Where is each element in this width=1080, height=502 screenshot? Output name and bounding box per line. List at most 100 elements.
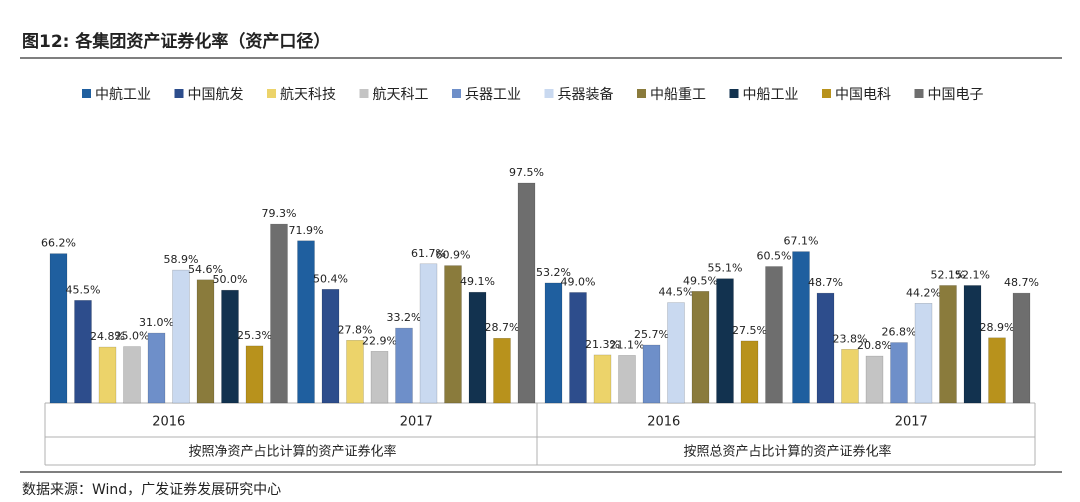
data-label: 49.5%	[683, 274, 718, 287]
bar	[816, 292, 835, 404]
data-label: 25.7%	[634, 328, 669, 341]
data-label: 79.3%	[262, 207, 297, 220]
legend-swatch	[914, 89, 924, 98]
legend-swatch	[82, 89, 91, 98]
data-label: 31.0%	[139, 316, 174, 329]
data-label: 55.1%	[708, 262, 743, 275]
bar	[1012, 292, 1031, 404]
x-tick-label: 2017	[895, 415, 928, 430]
data-label: 28.9%	[980, 321, 1015, 334]
legend-swatch	[729, 89, 739, 98]
legend-label: 中国航发	[188, 87, 244, 103]
legend-swatch	[359, 89, 369, 98]
bar	[98, 346, 117, 404]
bar	[740, 340, 759, 404]
data-label: 52.1%	[931, 268, 966, 281]
bar	[716, 278, 734, 404]
bar	[468, 291, 487, 404]
data-label: 21.1%	[610, 338, 645, 351]
legend-swatch	[174, 89, 184, 98]
data-label: 58.9%	[164, 253, 199, 266]
group-label: 按照总资产占比计算的资产证券化率	[683, 444, 891, 460]
legend-label: 中国电子	[928, 87, 984, 103]
bar	[221, 289, 239, 404]
bar	[642, 344, 661, 404]
bar	[395, 327, 413, 404]
bar	[196, 279, 215, 404]
bar	[147, 332, 166, 404]
data-label: 21.3%	[585, 338, 620, 351]
bar	[963, 285, 982, 404]
data-label: 27.8%	[338, 323, 373, 336]
data-label: 60.5%	[757, 249, 792, 262]
bar	[74, 300, 92, 404]
bar	[517, 182, 536, 404]
bar	[890, 342, 908, 404]
data-label: 49.1%	[460, 275, 495, 288]
source-note: 数据来源：Wind，广发证券发展研究中心	[22, 482, 281, 498]
legend-swatch	[452, 89, 461, 98]
bar	[667, 302, 685, 404]
data-label: 48.7%	[808, 276, 843, 289]
data-label: 60.9%	[436, 249, 471, 262]
legend-label: 兵器工业	[465, 87, 521, 103]
bar	[765, 266, 783, 404]
data-label: 66.2%	[41, 237, 76, 250]
bar	[321, 289, 340, 404]
data-label: 71.9%	[289, 224, 324, 237]
bar	[593, 354, 612, 404]
x-tick-label: 2016	[647, 415, 680, 430]
bar	[172, 269, 190, 404]
data-label: 25.3%	[237, 329, 272, 342]
legend-swatch	[544, 89, 554, 98]
data-label: 33.2%	[387, 311, 422, 324]
data-label: 22.9%	[362, 334, 397, 347]
data-label: 44.2%	[906, 286, 941, 299]
bar	[49, 253, 68, 404]
bar	[245, 345, 264, 404]
bar	[444, 265, 462, 404]
x-tick-label: 2017	[400, 415, 433, 430]
data-label: 97.5%	[509, 166, 544, 179]
legend-label: 中航工业	[95, 87, 151, 103]
data-label: 61.7%	[411, 247, 446, 260]
bar	[792, 251, 810, 404]
data-label: 54.6%	[188, 263, 223, 276]
bar	[493, 337, 511, 404]
legend-label: 航天科工	[373, 87, 429, 103]
bar	[270, 223, 288, 404]
data-label: 49.0%	[561, 275, 596, 288]
legend-label: 中船工业	[743, 87, 799, 103]
bar	[841, 349, 859, 404]
data-label: 23.8%	[833, 332, 868, 345]
bar	[346, 340, 364, 404]
legend-label: 兵器装备	[558, 86, 614, 103]
bar	[865, 355, 884, 404]
bar	[988, 337, 1006, 404]
bar	[569, 292, 587, 404]
data-label: 52.1%	[955, 268, 990, 281]
data-label: 48.7%	[1004, 276, 1039, 289]
data-label: 24.8%	[90, 330, 125, 343]
bar	[297, 240, 315, 404]
legend-swatch	[637, 89, 646, 98]
data-label: 53.2%	[536, 266, 571, 279]
data-label: 26.8%	[882, 326, 917, 339]
data-label: 28.7%	[485, 321, 520, 334]
group-label: 按照净资产占比计算的资产证券化率	[188, 444, 396, 460]
chart-title: 图12: 各集团资产证券化率（资产口径）	[22, 31, 330, 52]
bar	[544, 282, 563, 404]
legend-label: 航天科技	[280, 87, 336, 103]
legend-label: 中国电科	[835, 87, 891, 103]
data-label: 44.5%	[659, 286, 694, 299]
bar	[691, 291, 710, 404]
data-label: 50.0%	[213, 273, 248, 286]
x-tick-label: 2016	[152, 415, 185, 430]
data-label: 50.4%	[313, 272, 348, 285]
bar	[914, 303, 933, 404]
bar	[370, 351, 389, 404]
data-label: 20.8%	[857, 339, 892, 352]
legend-label: 中船重工	[650, 87, 706, 103]
bar	[939, 285, 957, 404]
